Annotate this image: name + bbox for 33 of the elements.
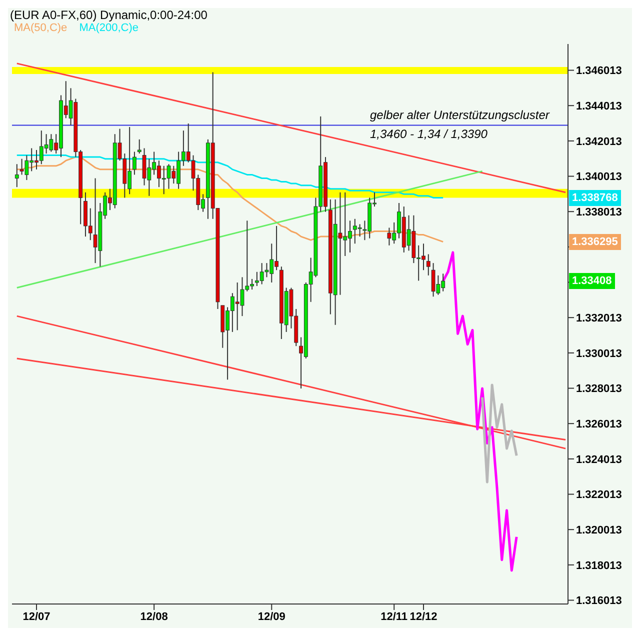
candlestick xyxy=(132,151,136,176)
text: 1.33408 xyxy=(569,273,615,290)
candlestick xyxy=(426,254,430,276)
x-tick-label: 12/12 xyxy=(410,610,438,623)
y-tick-label: 1.326013 xyxy=(576,418,622,430)
y-tick-label: 1.324013 xyxy=(576,454,622,466)
chart-title: (EUR A0-FX,60) Dynamic,0:00-24:00 xyxy=(10,8,208,22)
line-series xyxy=(442,251,518,572)
line-series xyxy=(481,384,518,484)
y-tick-label: 1.328013 xyxy=(576,383,622,396)
y-tick-label: 1.338013 xyxy=(576,206,622,218)
y-tick-label: 1.346013 xyxy=(576,65,622,78)
y-tick-label: 1.322013 xyxy=(576,489,622,502)
y-tick-label: 1.316013 xyxy=(576,595,622,608)
text: MA(50,C)e xyxy=(14,22,68,34)
text: MA(200,C)e xyxy=(79,22,138,34)
y-tick-label: 1.318013 xyxy=(576,560,622,572)
y-tick-label: 1.344013 xyxy=(576,100,622,113)
text: 1.336295 xyxy=(569,234,621,250)
annotation: 1,3460 - 1,34 / 1,3390 xyxy=(370,127,488,141)
x-tick-label: 12/08 xyxy=(140,610,168,623)
annotation: gelber alter Unterstützungscluster xyxy=(370,108,550,122)
text: 1.338768 xyxy=(569,190,621,206)
y-tick-label: 1.340013 xyxy=(576,171,622,184)
x-tick-label: 12/09 xyxy=(258,610,286,623)
x-tick-label: 12/11 xyxy=(380,610,408,623)
candlestick xyxy=(14,164,19,188)
x-tick-label: 12/07 xyxy=(22,610,50,623)
candlestick xyxy=(137,138,142,154)
y-tick-label: 1.342013 xyxy=(576,136,622,148)
y-tick-label: 1.320013 xyxy=(576,524,622,536)
y-tick-label: 1.332013 xyxy=(576,312,622,324)
y-tick-label: 1.330013 xyxy=(576,348,622,360)
